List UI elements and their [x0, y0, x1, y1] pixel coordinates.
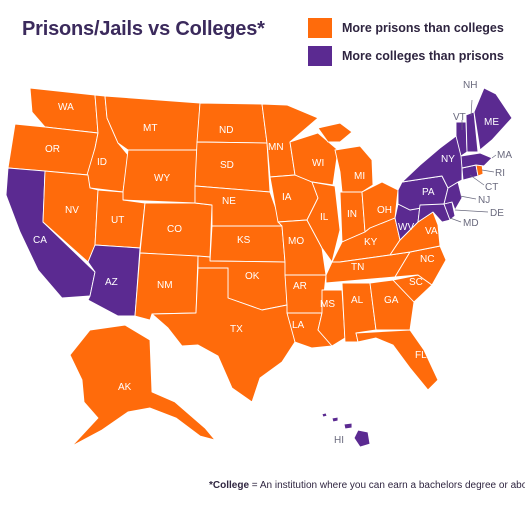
map-title: Prisons/Jails vs Colleges*	[22, 18, 265, 40]
state-MI	[334, 145, 374, 193]
legend-item-more-prisons: More prisons than colleges	[308, 18, 504, 38]
label-nd: ND	[219, 125, 233, 136]
leader-ct	[469, 174, 485, 186]
state-ND	[196, 102, 268, 144]
label-wi: WI	[312, 158, 324, 169]
label-pa: PA	[422, 187, 435, 198]
label-mn: MN	[268, 142, 284, 153]
label-ia: IA	[282, 192, 292, 203]
state-IL	[306, 181, 341, 263]
label-ca: CA	[33, 235, 47, 246]
label-mi: MI	[354, 171, 365, 182]
label-wa: WA	[58, 102, 74, 113]
state-GA	[369, 279, 415, 331]
label-oh: OH	[377, 205, 392, 216]
legend-swatch-orange	[308, 18, 332, 38]
map-legend: More prisons than colleges More colleges…	[308, 18, 504, 74]
label-nm: NM	[157, 280, 173, 291]
footnote-definition: = An institution where you can earn a ba…	[249, 480, 525, 491]
state-ME	[473, 87, 513, 151]
label-mt: MT	[143, 123, 157, 134]
label-nj: NJ	[478, 195, 490, 206]
leader-nj	[459, 195, 477, 200]
legend-label-more-prisons: More prisons than colleges	[342, 21, 504, 35]
state-AK	[69, 324, 216, 447]
state-HI-big	[353, 429, 371, 448]
label-az: AZ	[105, 277, 118, 288]
label-sd: SD	[220, 160, 234, 171]
leader-nh	[470, 99, 473, 117]
label-tx: TX	[230, 324, 243, 335]
legend-item-more-colleges: More colleges than prisons	[308, 46, 504, 66]
legend-swatch-purple	[308, 46, 332, 66]
leader-md	[449, 217, 462, 223]
label-md: MD	[463, 218, 479, 229]
label-or: OR	[45, 144, 60, 155]
state-CO	[139, 202, 213, 258]
label-ga: GA	[384, 295, 399, 306]
label-vt: VT	[453, 112, 466, 123]
label-la: LA	[292, 320, 305, 331]
label-ms: MS	[320, 299, 335, 310]
state-WI	[289, 132, 339, 186]
state-FL	[355, 329, 439, 391]
label-de: DE	[490, 208, 504, 219]
state-MI-upper	[317, 122, 353, 143]
label-ks: KS	[237, 235, 251, 246]
label-mo: MO	[288, 236, 304, 247]
state-TX	[151, 267, 296, 403]
label-me: ME	[484, 117, 499, 128]
label-wy: WY	[154, 173, 170, 184]
label-id: ID	[97, 157, 107, 168]
label-in: IN	[347, 209, 357, 220]
label-sc: SC	[409, 277, 423, 288]
footnote-term: *College	[209, 480, 250, 491]
label-nh: NH	[463, 80, 477, 91]
legend-label-more-colleges: More colleges than prisons	[342, 49, 504, 63]
state-HI-oahu	[331, 416, 339, 423]
label-ut: UT	[111, 215, 124, 226]
label-al: AL	[351, 295, 364, 306]
state-HI-kauai	[321, 412, 328, 418]
state-MA	[460, 152, 493, 169]
state-WY	[122, 149, 198, 204]
label-nc: NC	[420, 254, 434, 265]
label-ma: MA	[497, 150, 512, 161]
label-ok: OK	[245, 271, 260, 282]
label-ky: KY	[364, 237, 378, 248]
label-ct: CT	[485, 182, 498, 193]
label-ny: NY	[441, 154, 455, 165]
label-ar: AR	[293, 281, 307, 292]
label-wv: WV	[398, 222, 414, 233]
leader-ri	[481, 169, 495, 173]
label-tn: TN	[351, 262, 364, 273]
state-HI-maui	[343, 422, 353, 430]
state-VT	[455, 121, 468, 157]
label-nv: NV	[65, 205, 79, 216]
label-va: VA	[425, 226, 438, 237]
label-co: CO	[167, 224, 182, 235]
leader-de	[454, 209, 489, 213]
footnote: *College = An institution where you can …	[209, 480, 525, 491]
label-ne: NE	[222, 196, 236, 207]
label-ak: AK	[118, 382, 132, 393]
leader-ma	[491, 154, 497, 159]
label-ri: RI	[495, 168, 505, 179]
label-hi: HI	[334, 435, 344, 446]
label-fl: FL	[415, 350, 427, 361]
label-il: IL	[320, 212, 329, 223]
